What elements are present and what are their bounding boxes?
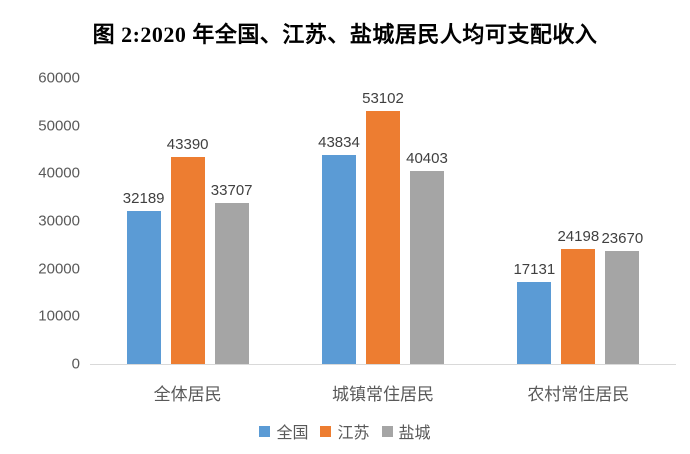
bar-value-label: 43834 [318, 134, 360, 152]
bar: 43390 [167, 136, 209, 364]
chart-title: 图 2:2020 年全国、江苏、盐城居民人均可支配收入 [92, 22, 598, 47]
bar-value-label: 32189 [122, 189, 165, 207]
y-tick-label: 40000 [38, 164, 80, 182]
bar-group: 17131 24198 23670 [513, 78, 643, 364]
legend: 全国 江苏 盐城 [0, 419, 690, 443]
legend-label: 全国 [276, 425, 309, 442]
bar: 24198 [557, 228, 599, 364]
category-label: 农村常住居民 [527, 385, 630, 404]
bar-value-label: 17131 [513, 261, 556, 279]
bar-group: 32189 43390 33707 [123, 78, 253, 364]
category-label: 全体居民 [153, 385, 222, 404]
legend-label: 盐城 [398, 425, 431, 442]
legend-swatch [381, 425, 393, 437]
bar-value-label: 53102 [362, 89, 404, 107]
y-tick-label: 50000 [38, 117, 80, 135]
bar-group: 43834 53102 40403 [318, 78, 448, 364]
bar: 32189 [123, 190, 165, 364]
bar: 33707 [211, 182, 253, 364]
legend-item: 全国 [259, 419, 308, 443]
legend-item: 江苏 [320, 419, 370, 443]
bar: 17131 [513, 261, 555, 364]
y-tick-label: 20000 [38, 260, 80, 278]
bar: 23670 [601, 230, 643, 364]
bar: 43834 [318, 134, 360, 364]
bar: 40403 [406, 150, 448, 364]
bar-value-label: 40403 [406, 150, 448, 168]
legend-item: 盐城 [381, 419, 431, 443]
bar-value-label: 23670 [601, 230, 644, 248]
category-label: 城镇常住居民 [331, 385, 434, 404]
x-axis-line [90, 364, 676, 365]
bars-row: 32189 43390 33707 43834 53102 40403 17131 24198… [90, 78, 676, 364]
y-tick-label: 30000 [38, 212, 80, 230]
legend-swatch [320, 425, 332, 437]
bar-value-label: 24198 [557, 227, 600, 245]
bar-value-label: 43390 [166, 136, 209, 154]
y-tick-label: 0 [71, 355, 80, 373]
legend-swatch [259, 425, 271, 437]
bar-value-label: 33707 [210, 182, 253, 200]
y-tick-label: 10000 [38, 307, 80, 325]
bar: 53102 [362, 90, 404, 364]
y-axis: 0 10000 20000 30000 40000 50000 60000 [18, 71, 80, 372]
y-tick-label: 60000 [38, 69, 80, 87]
legend-label: 江苏 [337, 425, 370, 442]
category-axis: 全体居民 城镇常住居民 农村常住居民 [90, 380, 676, 405]
plot-area: 32189 43390 33707 43834 53102 40403 17131 24198… [90, 78, 676, 365]
